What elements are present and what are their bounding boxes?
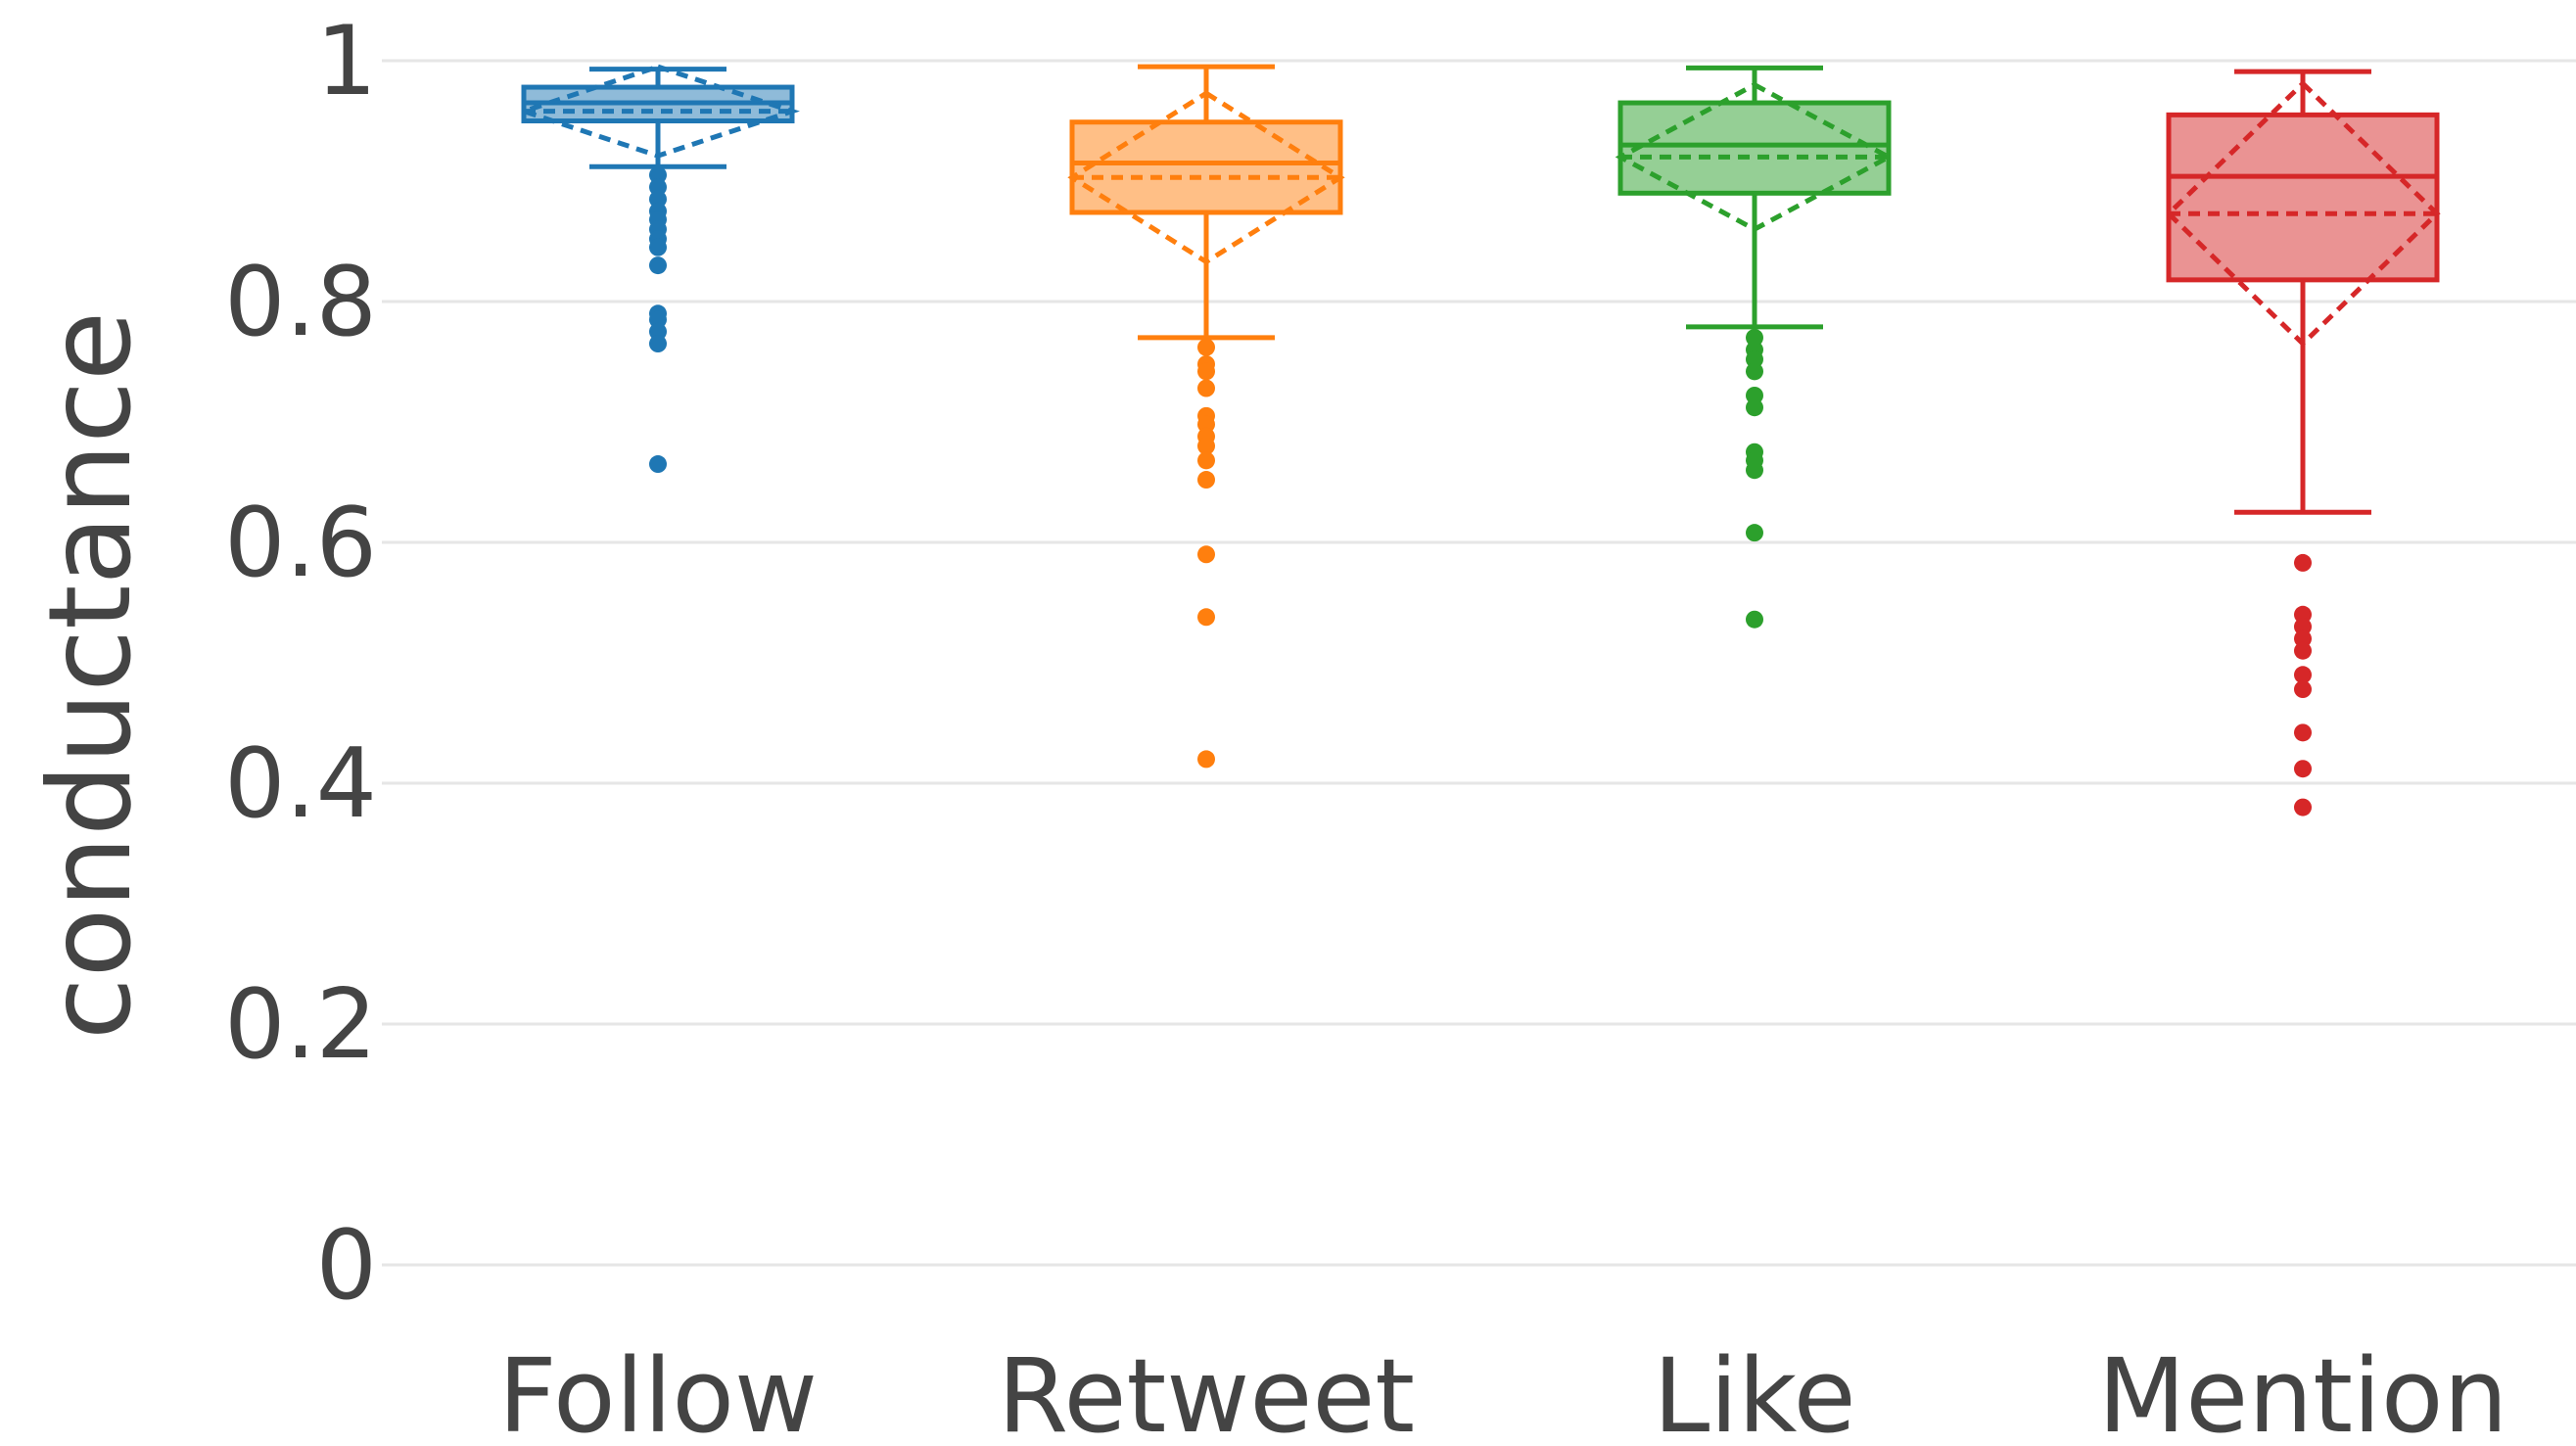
outlier-point: [649, 335, 667, 353]
outlier-point: [649, 322, 667, 341]
box-series: [516, 64, 2441, 816]
outlier-point: [2294, 723, 2312, 742]
outlier-point: [1197, 379, 1215, 397]
sd-diamond: [1615, 81, 1895, 233]
outlier-point: [1197, 545, 1215, 564]
outlier-point: [2294, 666, 2312, 684]
sd-diamond: [2165, 79, 2441, 348]
box-iqr: [1069, 119, 1343, 215]
outlier-point: [2294, 641, 2312, 660]
outlier-point: [1746, 362, 1763, 381]
outlier-point: [1197, 471, 1215, 490]
x-axis-category-labels: Follow Retweet Like Mention: [498, 1336, 2508, 1446]
outlier-point: [1746, 386, 1763, 404]
outlier-point: [649, 257, 667, 275]
outlier-point: [1197, 608, 1215, 627]
outlier-point: [2294, 605, 2312, 624]
y-axis-tick-labels: 0 0.2 0.4 0.6 0.8 1: [224, 6, 377, 1322]
outlier-point: [1746, 328, 1763, 347]
y-tick-label: 0.2: [224, 969, 377, 1081]
x-category-label: Like: [1653, 1336, 1855, 1446]
x-category-label: Mention: [2098, 1336, 2508, 1446]
outlier-point: [1197, 437, 1215, 455]
box-group: [2165, 69, 2441, 816]
y-tick-label: 0: [316, 1210, 377, 1322]
outlier-point: [2294, 680, 2312, 699]
outlier-point: [2294, 760, 2312, 778]
outlier-point: [649, 310, 667, 329]
outlier-point: [1746, 524, 1763, 542]
outlier-point: [1746, 398, 1763, 417]
outlier-point: [1197, 362, 1215, 381]
box-group: [1067, 64, 1345, 769]
box-group: [516, 64, 800, 474]
y-axis-title: conductance: [24, 311, 157, 1040]
y-tick-label: 0.4: [224, 728, 377, 840]
box-group: [1615, 65, 1895, 629]
outlier-point: [1746, 610, 1763, 629]
outlier-point: [1746, 461, 1763, 480]
outlier-point: [649, 238, 667, 257]
outlier-point: [1197, 451, 1215, 470]
outlier-point: [2294, 618, 2312, 636]
outlier-point: [1746, 350, 1763, 369]
sd-diamond: [1067, 90, 1345, 265]
outlier-point: [649, 455, 667, 474]
y-tick-label: 1: [316, 6, 377, 117]
sd-diamond: [516, 64, 800, 159]
x-category-label: Retweet: [998, 1336, 1415, 1446]
outlier-point: [2294, 553, 2312, 572]
outlier-point: [649, 178, 667, 197]
outlier-point: [1197, 338, 1215, 356]
outlier-point: [1197, 750, 1215, 769]
y-tick-label: 0.8: [224, 247, 377, 358]
outlier-point: [2294, 630, 2312, 648]
y-tick-label: 0.6: [224, 488, 377, 599]
outlier-point: [649, 190, 667, 209]
outlier-point: [2294, 798, 2312, 816]
outlier-point: [1197, 415, 1215, 434]
gridlines: [382, 59, 2576, 1267]
x-category-label: Follow: [498, 1336, 818, 1446]
outlier-point: [649, 165, 667, 184]
